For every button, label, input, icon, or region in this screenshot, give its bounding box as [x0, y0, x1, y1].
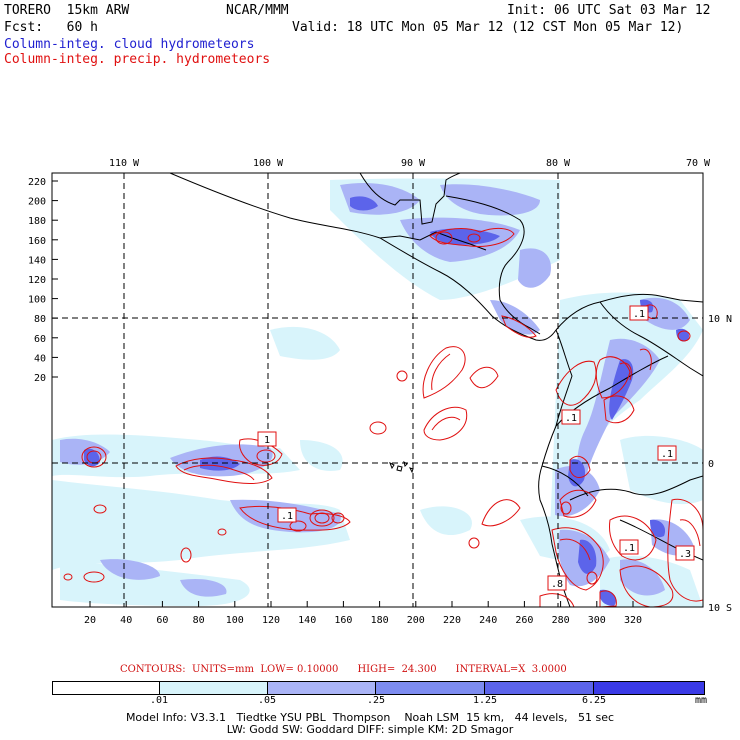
- axis-ticks: 220 200 180 160 140 120 100 80 60 40 20 20 40 60 80 100…: [28, 158, 732, 626]
- contour-label-text: 1: [264, 435, 270, 446]
- legend-swatch-2: [268, 682, 376, 694]
- lat-label: 0: [708, 459, 714, 470]
- model-title: TORERO 15km ARW: [4, 3, 130, 18]
- y-tick-label: 20: [34, 373, 46, 384]
- y-tick-label: 220: [28, 177, 46, 188]
- y-tick-label: 80: [34, 314, 46, 325]
- legend-unit: mm: [694, 695, 708, 706]
- contour-label-box: [619, 539, 639, 555]
- legend-label-1: .05: [257, 695, 277, 706]
- lat-lon-grid: [52, 173, 703, 607]
- x-tick-label: 220: [443, 615, 461, 626]
- lon-label: 100 W: [253, 158, 284, 169]
- x-tick-label: 80: [193, 615, 205, 626]
- coastlines: [169, 173, 703, 607]
- lon-label: 110 W: [109, 158, 140, 169]
- x-tick-label: 300: [588, 615, 606, 626]
- legend-swatch-5: [594, 682, 704, 694]
- y-tick-label: 100: [28, 295, 46, 306]
- lat-label: 10 S: [708, 603, 732, 614]
- y-tick-label: 160: [28, 236, 46, 247]
- contour-label-box: [675, 545, 695, 561]
- contour-label-text: .8: [551, 579, 563, 590]
- y-tick-label: 60: [34, 334, 46, 345]
- contour-label-text: .3: [679, 549, 691, 560]
- contour-label-text: .1: [565, 413, 577, 424]
- model-info-line2: LW: Godd SW: Goddard DIFF: simple KM: 2D…: [226, 723, 514, 736]
- contour-label-box: [277, 507, 297, 523]
- shaded-field: [52, 178, 703, 607]
- x-tick-label: 160: [334, 615, 352, 626]
- field-label-precip: Column-integ. precip. hydrometeors: [4, 52, 271, 67]
- contour-label-box: [547, 575, 567, 591]
- x-tick-label: 180: [371, 615, 389, 626]
- x-tick-label: 100: [226, 615, 244, 626]
- plot-frame: [51, 172, 704, 608]
- color-legend: [52, 681, 705, 695]
- contour-label-text: .1: [281, 511, 293, 522]
- contours-info: CONTOURS: UNITS=mm LOW= 0.10000 HIGH= 24…: [120, 664, 567, 675]
- x-tick-label: 200: [407, 615, 425, 626]
- y-tick-label: 120: [28, 275, 46, 286]
- legend-label-4: 6.25: [581, 695, 607, 706]
- lon-label: 90 W: [401, 158, 426, 169]
- forecast-hour: Fcst: 60 h: [4, 20, 98, 35]
- field-label-cloud: Column-integ. cloud hydrometeors: [4, 37, 255, 52]
- x-tick-label: 120: [262, 615, 280, 626]
- x-tick-label: 280: [552, 615, 570, 626]
- x-tick-label: 20: [84, 615, 96, 626]
- organization: NCAR/MMM: [226, 3, 289, 18]
- contour-label-text: .1: [661, 449, 673, 460]
- legend-swatch-1: [160, 682, 268, 694]
- legend-label-2: .25: [366, 695, 386, 706]
- y-tick-label: 140: [28, 255, 46, 266]
- contour-label-box: [257, 431, 277, 447]
- x-tick-label: 320: [624, 615, 642, 626]
- contour-label-box: [629, 305, 649, 321]
- legend-swatch-3: [376, 682, 485, 694]
- y-tick-label: 40: [34, 353, 46, 364]
- contour-labels: 1 .1 .1 .1 .1 .1 .3 .8: [257, 305, 695, 591]
- model-info-line1: Model Info: V3.3.1 Tiedtke YSU PBL Thomp…: [125, 711, 615, 724]
- x-tick-label: 260: [515, 615, 533, 626]
- contour-label-text: .1: [633, 309, 645, 320]
- x-tick-label: 60: [156, 615, 168, 626]
- y-tick-label: 180: [28, 216, 46, 227]
- precip-contours: [63, 227, 703, 607]
- legend-swatch-4: [485, 682, 594, 694]
- contour-label-box: [657, 445, 677, 461]
- init-time: Init: 06 UTC Sat 03 Mar 12: [507, 3, 711, 18]
- legend-label-0: .01: [149, 695, 169, 706]
- contour-label-text: .1: [623, 543, 635, 554]
- valid-time: Valid: 18 UTC Mon 05 Mar 12 (12 CST Mon …: [292, 20, 684, 35]
- y-tick-label: 200: [28, 197, 46, 208]
- legend-label-3: 1.25: [472, 695, 498, 706]
- contour-label-box: [561, 409, 581, 425]
- x-tick-label: 40: [120, 615, 132, 626]
- lat-label: 10 N: [708, 314, 732, 325]
- lon-label: 80 W: [546, 158, 571, 169]
- x-tick-label: 140: [298, 615, 316, 626]
- x-tick-label: 240: [479, 615, 497, 626]
- legend-swatch-0: [53, 682, 160, 694]
- lon-label: 70 W: [686, 158, 711, 169]
